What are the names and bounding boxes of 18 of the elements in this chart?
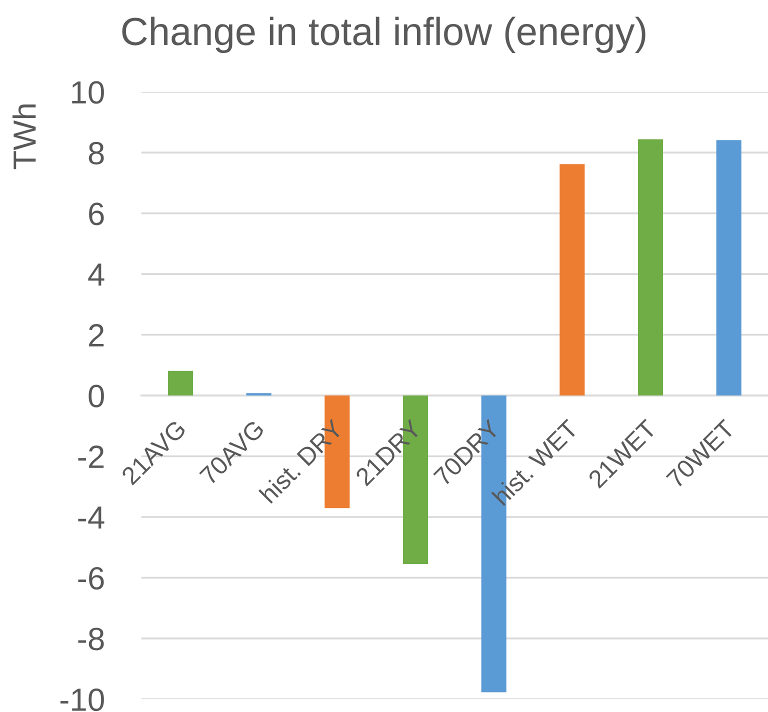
y-tick-label: 10 xyxy=(72,81,104,104)
bar xyxy=(246,393,272,396)
y-tick-label: 6 xyxy=(89,202,104,226)
bar xyxy=(638,139,664,396)
bar xyxy=(168,370,194,396)
chart-title: Change in total inflow (energy) xyxy=(122,16,646,54)
y-tick-label: -2 xyxy=(78,446,104,468)
y-tick-label: -8 xyxy=(78,628,104,650)
bar xyxy=(560,164,585,396)
y-tick-label: 0 xyxy=(88,384,104,408)
y-tick-label: 8 xyxy=(88,142,104,164)
bar xyxy=(716,140,742,396)
y-tick-label: 2 xyxy=(89,324,104,346)
y-tick-label: -4 xyxy=(78,506,104,529)
y-axis-title: TWh xyxy=(12,104,36,170)
y-tick-label: -10 xyxy=(60,688,104,712)
y-tick-label: 4 xyxy=(88,264,104,286)
y-tick-label: -6 xyxy=(78,566,104,590)
